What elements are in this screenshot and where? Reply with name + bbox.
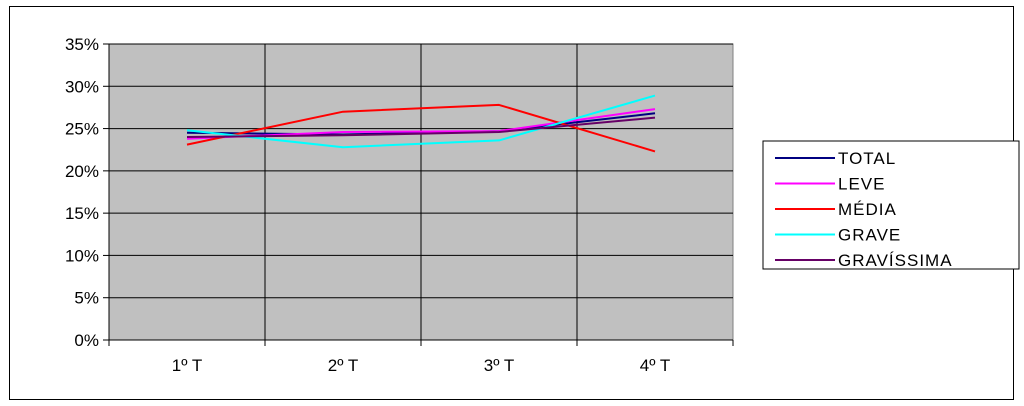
y-tick-label: 20% xyxy=(65,162,99,181)
y-tick-label: 0% xyxy=(74,331,99,350)
legend-label: GRAVE xyxy=(838,226,901,245)
legend-label: MÉDIA xyxy=(838,200,897,219)
y-tick-label: 5% xyxy=(74,289,99,308)
x-tick-label: 2º T xyxy=(328,356,358,375)
series-line-gravissima xyxy=(186,116,656,138)
legend-label: LEVE xyxy=(838,175,885,194)
y-axis: 0% 5% 10% 15% 20% 25% 30% 35% xyxy=(65,35,110,350)
x-tick-label: 1º T xyxy=(172,356,202,375)
legend-label: TOTAL xyxy=(838,149,896,168)
legend-box xyxy=(762,140,1020,270)
y-tick-label: 25% xyxy=(65,120,99,139)
series-line-media xyxy=(186,103,656,153)
x-tick-label: 4º T xyxy=(640,356,670,375)
y-tick-label: 10% xyxy=(65,246,99,265)
x-axis: 1º T 2º T 3º T 4º T xyxy=(108,339,734,375)
legend-label: GRAVÍSSIMA xyxy=(838,251,953,270)
gridlines xyxy=(109,43,733,340)
y-tick-label: 30% xyxy=(65,77,99,96)
legend: TOTAL LEVE MÉDIA GRAVE GRAVÍSSIMA xyxy=(762,140,1020,270)
series-line-grave xyxy=(186,94,656,149)
y-tick-label: 35% xyxy=(65,35,99,54)
x-tick-label: 3º T xyxy=(484,356,514,375)
y-tick-label: 15% xyxy=(65,204,99,223)
series-lines xyxy=(186,94,656,153)
